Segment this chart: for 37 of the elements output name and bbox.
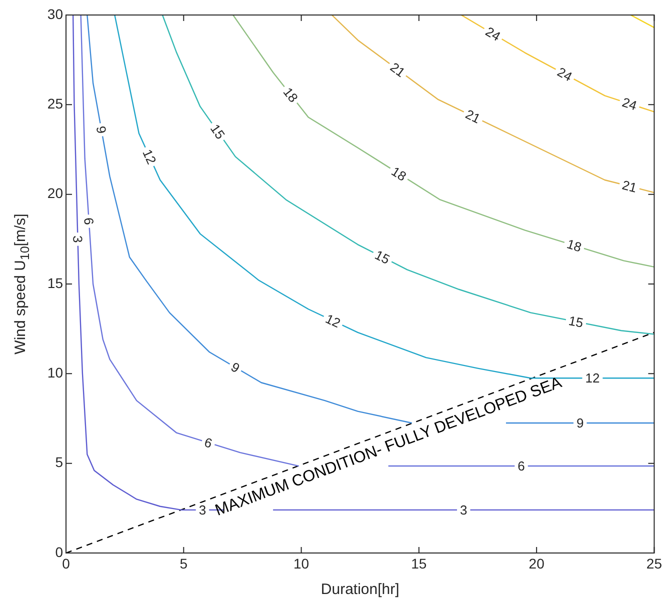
text: 6 (81, 217, 97, 226)
text: 3 (198, 502, 206, 518)
y-tick-label: 10 (47, 364, 64, 381)
text: 15 (567, 312, 585, 330)
text: 18 (280, 84, 301, 106)
x-tick-label: 15 (411, 555, 427, 572)
text: 18 (388, 164, 409, 184)
text: 24 (482, 24, 504, 44)
text: 6 (202, 434, 214, 452)
y-tick-label: 30 (47, 6, 64, 22)
x-tick-label: 25 (646, 555, 662, 572)
text: 9 (93, 124, 110, 135)
series-label: 9 (576, 416, 584, 431)
text: 21 (620, 177, 638, 196)
text: 15 (207, 121, 228, 142)
y-tick-label: 0 (55, 544, 64, 560)
y-tick-label: 20 (47, 185, 64, 202)
text: 3 (460, 502, 468, 518)
x-tick-label: 20 (528, 555, 545, 572)
text: 24 (620, 94, 639, 114)
text: 18 (565, 236, 584, 255)
x-tick-label: 5 (180, 555, 188, 572)
text: 9 (228, 359, 242, 376)
y-tick-label: 25 (47, 96, 64, 112)
series-label: 6 (518, 458, 525, 474)
text: 12 (140, 147, 160, 166)
text: 21 (463, 106, 483, 126)
text: 12 (323, 310, 343, 331)
text: 24 (554, 64, 575, 84)
x-tick-label: 10 (293, 555, 310, 572)
text: 21 (387, 59, 408, 80)
text: 3 (70, 235, 86, 243)
x-axis-title: Duration[hr] (320, 581, 400, 598)
y-tick-label: 5 (55, 454, 64, 470)
text: 15 (372, 247, 392, 268)
y-tick-label: 15 (47, 274, 64, 291)
text: 12 (585, 370, 600, 386)
